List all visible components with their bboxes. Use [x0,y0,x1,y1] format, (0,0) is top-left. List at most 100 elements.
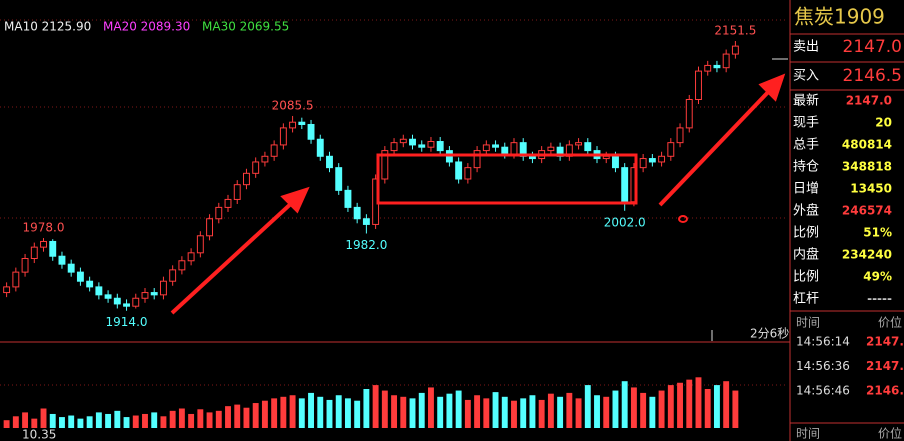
candle-body [482,144,490,152]
bid-label: 买入 [793,69,819,84]
candle-body [685,99,693,129]
volume-bar [566,392,573,428]
volume-bar [68,415,75,428]
volume-bar [289,395,296,428]
trade-time: 14:56:14 [796,335,850,349]
candle-body [159,280,167,296]
volume-bar [381,390,388,428]
volume-bar [732,390,739,428]
volume-bar [483,398,490,428]
volume-bar [326,399,333,428]
marker [678,215,688,223]
volume-bar [511,400,517,428]
trades-header: 时间 [796,316,820,330]
quote-label: 内盘 [793,247,819,263]
candle-body [132,297,140,307]
candle-body [298,121,306,125]
candle-body [492,144,499,148]
volume-bar [77,418,84,428]
volume-bar [22,412,29,428]
volume-bar [603,396,610,428]
volume-bar [704,389,711,428]
candle-body [123,303,130,307]
quote-value: 51% [863,226,892,240]
candle-body [279,127,287,146]
volume-bar [243,407,250,428]
volume-bar [317,396,324,428]
symbol-title: 焦炭1909 [794,5,885,29]
quote-label: 比例 [793,226,819,241]
volume-bar [649,396,656,428]
price-annotation: 2151.5 [714,24,756,38]
volume-bar [335,395,342,428]
volume-bar [298,398,305,428]
candle-body [178,260,186,271]
candle-body [12,271,20,288]
volume-bar [49,413,56,428]
candle-body [464,167,472,180]
candle-body [409,138,416,146]
volume-bar [594,395,600,428]
candle-body [187,252,195,262]
candle-body [3,286,11,294]
quote-label: 持仓 [793,160,819,175]
candle-body [381,150,389,180]
quote-label: 总手 [793,138,819,153]
volume-bar [151,412,158,428]
timer: 2分6秒 [750,327,789,341]
volume-bar [400,396,407,428]
volume-bar [114,410,121,428]
candle-body [289,121,297,129]
volume-bar [40,408,47,428]
candle-body [30,246,38,259]
volume-bar [612,390,619,428]
quote-value: 480814 [842,138,892,152]
quote-label: 最新 [793,93,819,109]
candle-body [473,150,481,169]
volume-bar [538,399,545,428]
volume-bar [86,416,93,428]
candle-body [621,167,629,203]
volume-label: 10.35 [22,428,56,441]
candle-body [695,70,702,100]
candle-body [307,123,315,140]
candle-body [528,155,536,160]
candle-body [575,142,583,146]
candle-body [196,235,204,254]
candle-body [362,218,370,225]
volume-bar [409,398,416,428]
candle-body [584,142,592,152]
quote-value: 234240 [842,248,892,262]
candle-body [648,158,656,163]
candle-body [344,189,352,208]
candle-body [731,45,739,55]
chart: MA10 2125.90 MA20 2089.30 MA30 2069.55 2151… [3,20,756,428]
candle-body [215,206,223,220]
volume-bar [464,399,471,428]
volume-bar [446,393,453,428]
volume-bar [280,396,287,428]
volume-bar [188,413,195,428]
candle-body [455,161,463,180]
volume-bar [308,392,314,428]
trend-arrows [170,73,786,315]
candle-body [713,64,721,69]
volume-bar [557,396,564,428]
volume-bar [713,385,720,428]
volume-bar [142,413,148,428]
volume-bar [584,385,591,428]
volume-bar [667,385,674,428]
candle-body [40,240,47,248]
volume-bar [391,395,398,428]
quote-value: 348818 [842,160,892,174]
candle-body [399,138,407,144]
price-annotation: 1982.0 [345,238,387,252]
volume-bar [197,409,204,428]
volume-bar [206,412,213,428]
ma-legend: MA30 2069.55 [202,20,289,34]
price-annotation: 2085.5 [272,98,314,112]
trade-price: 2146.0 [866,384,904,398]
volume-bar [474,395,481,428]
trade-time: 14:56:46 [796,384,850,398]
bid-price: 2146.5 [843,66,902,86]
